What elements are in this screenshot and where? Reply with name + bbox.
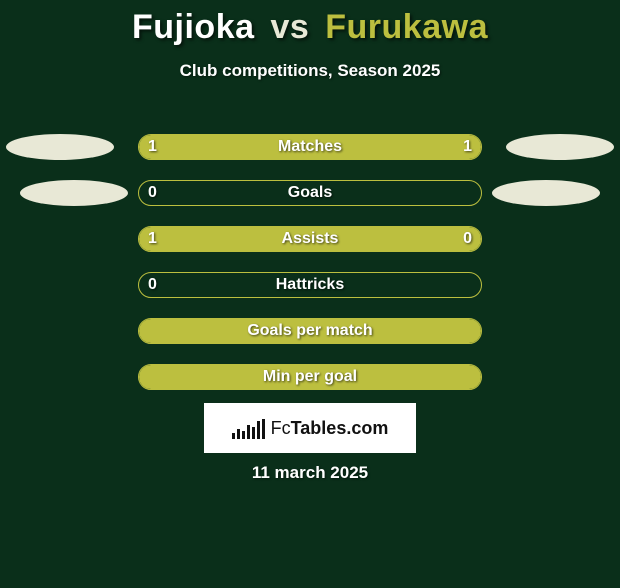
- logo-bar: [252, 427, 255, 439]
- stat-row: Matches11: [0, 126, 620, 172]
- title-vs: vs: [270, 8, 309, 46]
- stat-row: Goals per match: [0, 310, 620, 356]
- stat-bar-track: [138, 318, 482, 344]
- logo-text-fc: Fc: [271, 418, 291, 438]
- player2-ellipse: [506, 134, 614, 160]
- stat-bar-fill: [139, 319, 481, 343]
- stat-bar-track: [138, 226, 482, 252]
- logo-bar: [257, 421, 260, 439]
- stat-bar-track: [138, 180, 482, 206]
- page-title: Fujioka vs Furukawa: [0, 8, 620, 47]
- stat-bar-track: [138, 364, 482, 390]
- logo-bar: [242, 431, 245, 439]
- stat-bar-fill: [139, 365, 481, 389]
- subtitle: Club competitions, Season 2025: [0, 61, 620, 81]
- stat-row: Min per goal: [0, 356, 620, 402]
- stat-bar-track: [138, 134, 482, 160]
- stat-bar-fill-left: [139, 135, 310, 159]
- stats-area: Matches11Goals0Assists10Hattricks0Goals …: [0, 126, 620, 402]
- logo-bar: [262, 419, 265, 439]
- fctables-logo: FcTables.com: [204, 403, 416, 453]
- stat-bar-fill-right: [399, 227, 481, 251]
- stat-bar-fill-right: [310, 135, 481, 159]
- player2-ellipse: [492, 180, 600, 206]
- player1-ellipse: [6, 134, 114, 160]
- logo-text-rest: Tables.com: [291, 418, 389, 438]
- logo-bar: [232, 433, 235, 439]
- player1-name: Fujioka: [132, 8, 255, 46]
- stat-bar-track: [138, 272, 482, 298]
- logo-bars-icon: [232, 417, 265, 439]
- stat-bar-fill-left: [139, 227, 399, 251]
- logo-bar: [247, 425, 250, 439]
- stat-row: Assists10: [0, 218, 620, 264]
- stat-row: Hattricks0: [0, 264, 620, 310]
- date-text: 11 march 2025: [0, 463, 620, 483]
- player2-name: Furukawa: [325, 8, 488, 46]
- logo-bar: [237, 429, 240, 439]
- logo-text: FcTables.com: [271, 418, 389, 439]
- stat-row: Goals0: [0, 172, 620, 218]
- player1-ellipse: [20, 180, 128, 206]
